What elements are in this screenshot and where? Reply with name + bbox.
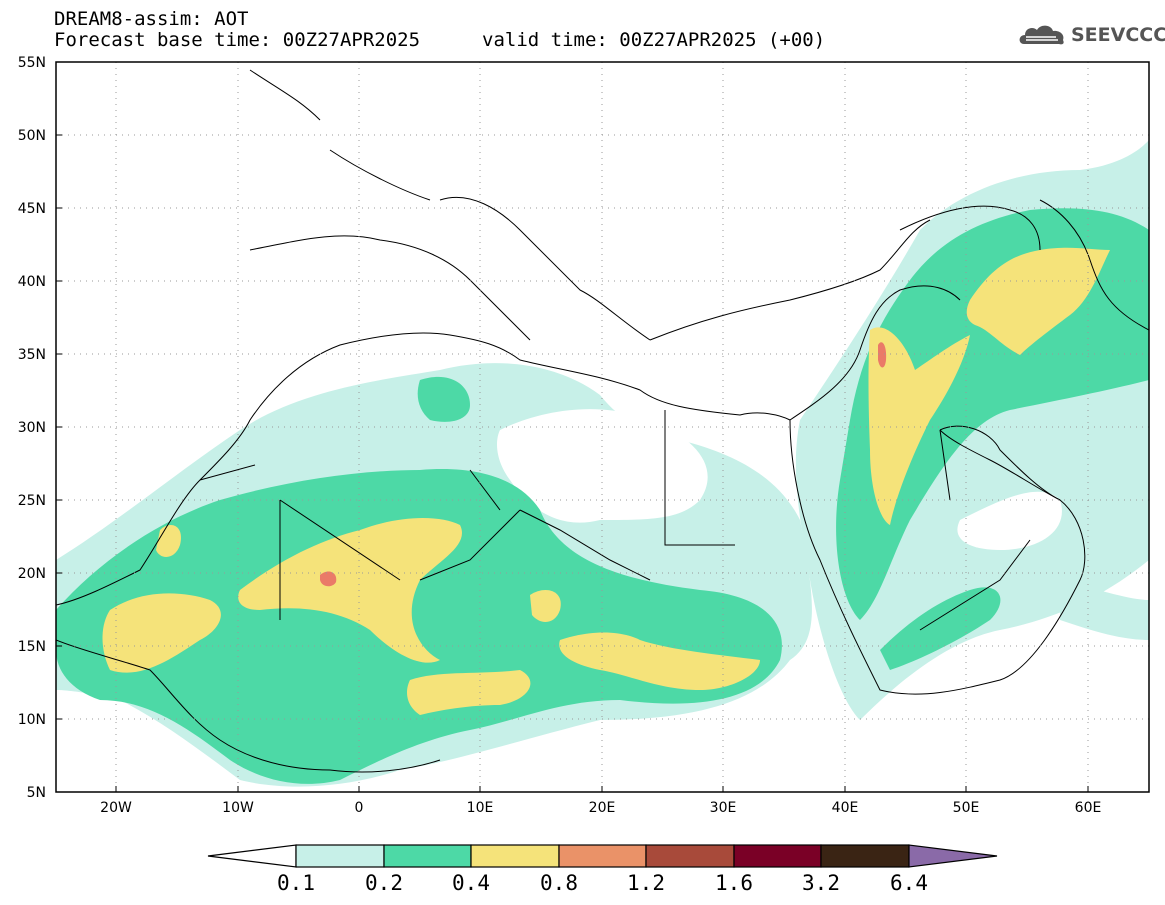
lon-label: 20W [100, 800, 132, 816]
colorbar-label: 6.4 [890, 871, 928, 895]
lat-label: 50N [18, 128, 46, 144]
axis-ticks [56, 134, 1089, 792]
lat-label: 30N [18, 420, 46, 436]
lat-label: 40N [18, 274, 46, 290]
coastlines [56, 69, 1149, 773]
lat-label: 10N [18, 712, 46, 728]
lat-label: 20N [18, 566, 46, 582]
lat-label: 45N [18, 201, 46, 217]
aot-level-0.2 [56, 469, 782, 784]
aot-level-0.4 [102, 593, 221, 673]
colorbar-label: 0.1 [277, 871, 315, 895]
colorbar-swatch [645, 844, 735, 868]
lat-label: 15N [18, 639, 46, 655]
colorbar-label: 0.4 [452, 871, 490, 895]
valid-time: valid time: 00Z27APR2025 (+00) [482, 29, 826, 51]
colorbar-label: 1.2 [627, 871, 665, 895]
colorbar-label: 1.6 [715, 871, 753, 895]
aot-level-0.8 [320, 571, 337, 587]
aot-field [56, 140, 1149, 787]
lon-label: 10W [222, 800, 254, 816]
colorbar-label: 3.2 [802, 871, 840, 895]
lon-label: 30E [710, 800, 737, 816]
map-grid [56, 62, 1149, 792]
lon-label: 60E [1075, 800, 1102, 816]
lon-label: 20E [589, 800, 616, 816]
lon-label: 40E [832, 800, 859, 816]
seevccc-logo: SEEVCCC [1018, 22, 1165, 48]
lon-label: 50E [953, 800, 980, 816]
lon-label: 10E [467, 800, 494, 816]
lon-labels: 20W 10W 0 10E 20E 30E 40E 50E 60E [100, 800, 1101, 816]
colorbar [207, 844, 998, 868]
colorbar-under-triangle [207, 844, 297, 868]
lat-label: 35N [18, 347, 46, 363]
colorbar-swatch [820, 844, 910, 868]
colorbar-swatch [558, 844, 647, 868]
colorbar-label: 0.8 [540, 871, 578, 895]
lat-labels: 5N 10N 15N 20N 25N 30N 35N 40N 45N 50N 5… [18, 55, 46, 801]
lat-label: 55N [18, 55, 46, 71]
colorbar-swatch [383, 844, 472, 868]
cloud-icon [1019, 25, 1064, 45]
lat-label: 5N [27, 785, 46, 801]
map-title: DREAM8-assim: AOT [54, 8, 249, 30]
colorbar-swatch [295, 844, 385, 868]
colorbar-over-triangle [908, 844, 998, 868]
logo-text: SEEVCCC [1071, 24, 1165, 46]
lat-label: 25N [18, 493, 46, 509]
colorbar-swatch [470, 844, 560, 868]
lon-label: 0 [355, 800, 364, 816]
forecast-base-time: Forecast base time: 00Z27APR2025 [54, 29, 421, 51]
colorbar-swatch [733, 844, 822, 868]
colorbar-label: 0.2 [365, 871, 403, 895]
